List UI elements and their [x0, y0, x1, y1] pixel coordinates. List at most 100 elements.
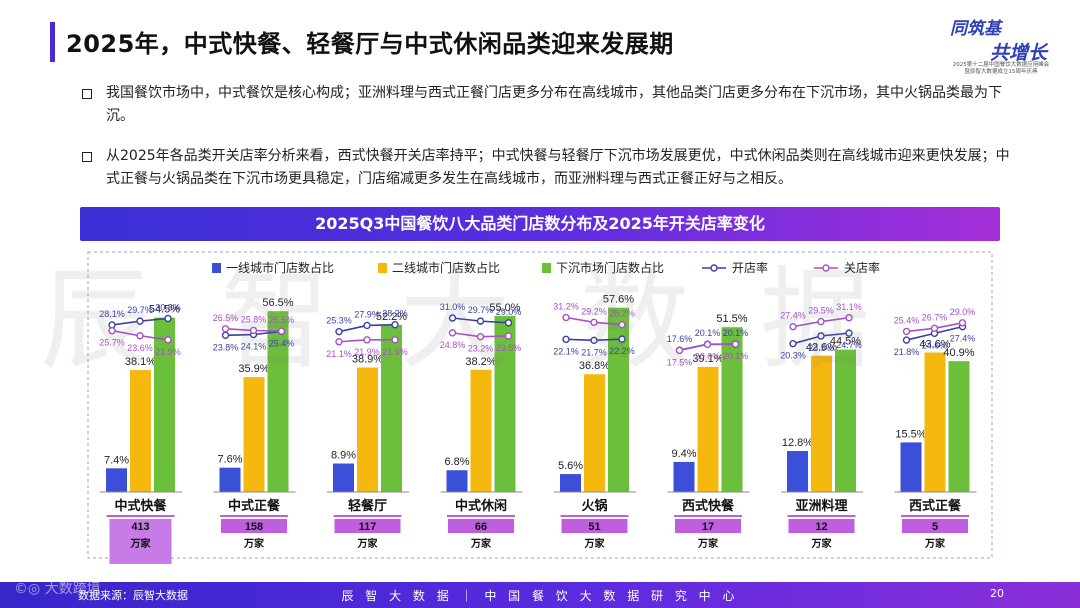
rate-label-1-0-2: 21.9%	[155, 347, 181, 357]
rate-label-0-5-0: 17.6%	[667, 334, 693, 344]
category-label-7: 西式正餐	[909, 498, 962, 513]
bar-label-4-1: 36.8%	[579, 360, 610, 372]
rate-label-0-5-1: 20.1%	[695, 328, 721, 338]
store-count-box-7	[902, 519, 968, 533]
bullet-text: 我国餐饮市场中，中式餐饮是核心构成；亚洲料理与西式正餐门店更多分布在高线城市，其…	[106, 85, 1002, 124]
rate-label-1-4-0: 31.2%	[553, 302, 579, 312]
rate-label-1-7-0: 25.4%	[894, 315, 920, 325]
rate-label-1-0-0: 25.7%	[99, 338, 125, 348]
rate-label-1-2-0: 21.1%	[326, 349, 352, 359]
store-count-unit-1: 万家	[243, 537, 265, 550]
rate-point-0-3-0	[448, 314, 457, 322]
bar-label-1-2: 56.5%	[262, 297, 293, 309]
bullet-square-icon	[82, 89, 92, 99]
bar-label-6-1: 42.6%	[806, 342, 837, 354]
rate-point-0-0-1	[136, 317, 144, 325]
store-count-box-0	[109, 519, 172, 564]
rate-point-1-0-0	[108, 327, 116, 335]
bar-label-2-2: 52.2%	[376, 311, 407, 323]
category-label-3: 中式休闲	[455, 498, 507, 513]
store-count-3: 66	[475, 521, 487, 533]
rate-point-1-1-1	[249, 326, 258, 335]
category-label-2: 轻餐厅	[348, 498, 387, 513]
rate-point-1-0-2	[164, 336, 172, 344]
bar-label-3-0: 6.8%	[444, 456, 469, 468]
rate-label-0-6-1: 23.5%	[808, 343, 834, 353]
bar-label-0-1: 38.1%	[125, 356, 156, 368]
title-accent-bar	[50, 22, 55, 62]
chart-title: 2025Q3中国餐饮八大品类门店数分布及2025年开关店率变化	[315, 214, 765, 233]
rate-point-1-2-1	[363, 336, 371, 344]
store-count-box-1	[221, 519, 287, 533]
rate-label-0-3-0: 31.0%	[440, 302, 466, 312]
rate-label-0-3-1: 29.7%	[468, 305, 494, 315]
category-label-0: 中式快餐	[114, 498, 167, 513]
rate-label-1-6-1: 29.5%	[808, 306, 834, 316]
legend-swatch-2	[542, 263, 551, 273]
store-count-2: 117	[359, 521, 377, 533]
footer-bar: ©◎ 大数跨境 数据来源：辰智大数据 辰 智 大 数 据 ｜ 中 国 餐 饮 大…	[0, 581, 1080, 608]
legend-swatch-1	[378, 263, 387, 273]
store-count-6: 12	[815, 521, 827, 533]
store-count-5: 17	[702, 521, 714, 533]
bar-6-1	[811, 355, 832, 492]
rate-point-1-4-0	[562, 313, 570, 322]
legend-label-3: 开店率	[732, 260, 768, 275]
footer-source: 数据来源：辰智大数据	[78, 589, 188, 602]
rate-point-1-2-0	[335, 338, 343, 346]
rate-label-1-7-2: 29.0%	[950, 307, 976, 317]
rate-point-1-0-1	[136, 332, 144, 340]
bar-3-1	[470, 369, 492, 492]
bullet-text: 从2025年各品类开关店率分析来看，西式快餐开关店率持平；中式快餐与轻餐厅下沉市…	[106, 148, 1010, 187]
rate-point-1-6-2	[845, 314, 853, 322]
store-count-unit-4: 万家	[584, 537, 606, 550]
rate-point-1-6-1	[817, 317, 825, 326]
rate-label-0-7-2: 27.4%	[950, 334, 976, 344]
category-label-1: 中式正餐	[228, 498, 281, 513]
rate-label-0-4-0: 22.1%	[553, 346, 579, 356]
bar-label-1-0: 7.6%	[217, 454, 242, 466]
chart-svg: 一线城市门店数占比 二线城市门店数占比 下沉市场门店数占比 开店率 关店率 7.4% 38.…	[87, 251, 993, 564]
rate-label-1-4-1: 29.2%	[581, 306, 607, 316]
logo-caption: 2025第十二届中国餐饮大数据应用峰会 暨辰智大数据成立15周年庆典	[952, 62, 1050, 75]
rate-point-1-3-1	[476, 333, 485, 341]
bar-label-6-2: 44.5%	[830, 336, 861, 348]
category-label-5: 西式快餐	[682, 498, 735, 513]
store-count-box-4	[561, 519, 628, 533]
page-title: 2025年，中式快餐、轻餐厅与中式休闲品类迎来发展期	[66, 30, 674, 58]
rate-label-0-1-2: 25.4%	[269, 338, 295, 348]
store-count-unit-2: 万家	[357, 537, 379, 550]
store-count-1: 158	[245, 521, 263, 533]
category-label-4: 火锅	[581, 498, 607, 513]
bar-3-0	[446, 470, 468, 492]
rate-point-1-4-1	[590, 318, 598, 327]
chart-area: 一线城市门店数占比 二线城市门店数占比 下沉市场门店数占比 开店率 关店率 7.4% 38.…	[80, 246, 1000, 564]
bullet-square-icon	[82, 152, 92, 162]
footer-center-text: 辰 智 大 数 据 ｜ 中 国 餐 饮 大 数 据 研 究 中 心	[341, 589, 739, 603]
bar-0-0	[106, 468, 127, 492]
bar-label-7-2: 40.9%	[943, 347, 974, 359]
rate-label-1-3-2: 23.5%	[496, 343, 522, 353]
bar-4-1	[584, 374, 605, 492]
bar-label-3-2: 55.0%	[489, 302, 520, 314]
bar-0-1	[130, 370, 151, 492]
bar-label-7-0: 15.5%	[895, 428, 926, 440]
rate-label-0-3-2: 29.0%	[496, 307, 522, 317]
store-count-unit-7: 万家	[924, 537, 946, 550]
legend-label-1: 二线城市门店数占比	[392, 260, 500, 275]
bullet-point-1: 我国餐饮市场中，中式餐饮是核心构成；亚洲料理与西式正餐门店更多分布在高线城市，其…	[82, 82, 1012, 128]
bar-7-1	[924, 352, 946, 492]
rate-label-1-3-1: 23.2%	[468, 344, 494, 354]
bar-7-0	[900, 442, 922, 492]
bullet-point-2: 从2025年各品类开关店率分析来看，西式快餐开关店率持平；中式快餐与轻餐厅下沉市…	[82, 145, 1012, 191]
store-count-unit-5: 万家	[697, 537, 719, 550]
rate-point-0-7-0	[902, 336, 911, 344]
rate-point-0-3-1	[476, 317, 485, 325]
legend-marker-3	[710, 264, 718, 272]
rate-point-0-3-2	[504, 319, 513, 327]
rate-point-1-5-1	[703, 340, 712, 349]
footer-corner-mark: ©◎ 大数跨境	[14, 581, 101, 597]
rate-point-1-7-1	[930, 324, 939, 333]
bar-label-6-0: 12.8%	[782, 437, 813, 449]
rate-label-0-4-2: 22.2%	[609, 346, 635, 356]
